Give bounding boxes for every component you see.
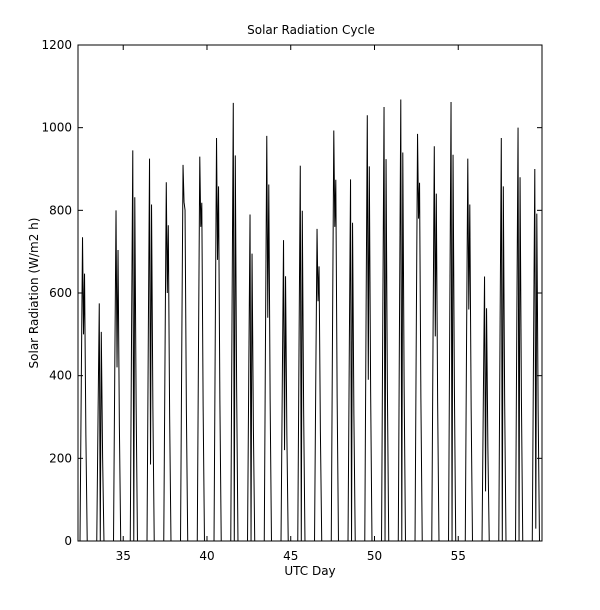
y-tick-label: 800 [49,203,72,217]
axis-ticks: 35 40 45 50 55 0 200 400 600 800 1000 1200 [41,38,542,563]
chart-title: Solar Radiation Cycle [247,23,375,37]
x-tick-label: 35 [116,549,131,563]
plot-area [78,99,542,541]
y-tick-label: 1200 [41,38,72,52]
series-line-solar-radiation [78,99,542,541]
plot-frame [77,44,543,542]
y-tick-label: 1000 [41,121,72,135]
x-tick-label: 50 [367,549,382,563]
x-tick-label: 45 [283,549,298,563]
y-tick-label: 200 [49,451,72,465]
x-tick-label: 40 [199,549,214,563]
x-tick-label: 55 [451,549,466,563]
y-tick-label: 0 [64,534,72,548]
y-axis-label: Solar Radiation (W/m2 h) [27,218,41,369]
x-axis-label: UTC Day [284,564,335,578]
y-tick-label: 400 [49,369,72,383]
y-tick-label: 600 [49,286,72,300]
